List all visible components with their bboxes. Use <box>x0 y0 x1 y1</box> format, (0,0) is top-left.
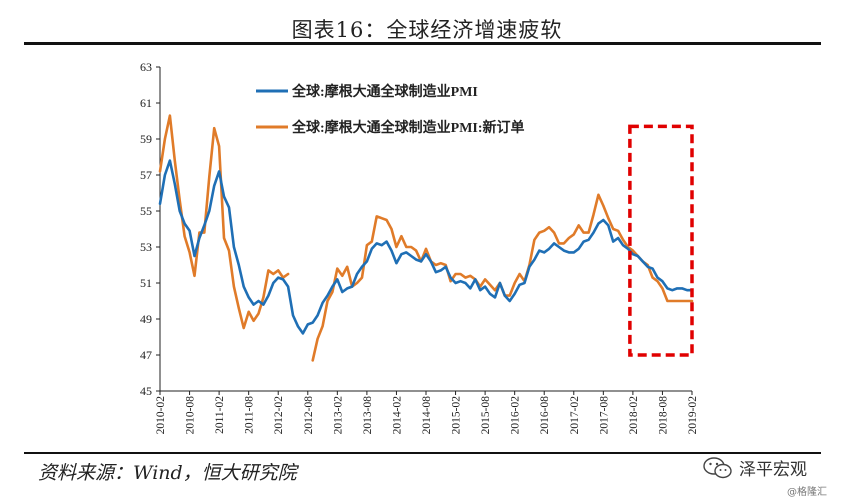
x-tick-label: 2019-02 <box>687 396 699 435</box>
x-tick-label: 2014-08 <box>421 396 433 435</box>
watermark-sub: @格隆汇 <box>787 487 827 498</box>
y-tick-label: 45 <box>140 384 152 398</box>
watermark-text: 泽平宏观 <box>739 460 807 480</box>
x-tick-label: 2011-08 <box>244 396 256 434</box>
x-tick-label: 2014-02 <box>391 396 403 435</box>
x-tick-label: 2015-08 <box>480 396 492 435</box>
x-tick-label: 2017-08 <box>598 396 610 435</box>
top-rule <box>24 42 821 45</box>
legend-label: 全球:摩根大通全球制造业PMI:新订单 <box>291 119 525 136</box>
y-tick-label: 49 <box>140 312 152 326</box>
chart-title: 图表16：全球经济增速疲软 <box>291 18 563 42</box>
y-tick-label: 47 <box>140 348 152 362</box>
x-tick-label: 2015-02 <box>451 396 463 435</box>
bottom-rule <box>24 452 821 454</box>
highlight-box <box>628 124 694 357</box>
y-tick-label: 61 <box>140 96 152 110</box>
x-tick-label: 2012-08 <box>303 396 315 435</box>
wechat-icon <box>703 456 732 478</box>
y-tick-label: 59 <box>140 132 152 146</box>
y-tick-label: 57 <box>140 168 152 182</box>
x-tick-label: 2017-02 <box>569 396 581 435</box>
y-tick-label: 55 <box>140 204 152 218</box>
x-tick-label: 2018-02 <box>628 396 640 435</box>
legend-label: 全球:摩根大通全球制造业PMI <box>291 83 478 100</box>
series-line-pmi <box>158 159 694 335</box>
y-tick-label: 63 <box>140 60 152 74</box>
x-tick-label: 2018-08 <box>657 396 669 435</box>
x-tick-label: 2016-02 <box>510 396 522 435</box>
x-tick-label: 2010-02 <box>155 396 167 435</box>
series-line-new-orders <box>311 193 694 362</box>
y-tick-label: 53 <box>140 240 152 254</box>
y-tick-label: 51 <box>140 276 152 290</box>
x-tick-label: 2011-02 <box>214 396 226 434</box>
x-tick-label: 2013-02 <box>332 396 344 435</box>
watermark: 泽平宏观 <box>703 455 807 480</box>
x-tick-label: 2010-08 <box>185 396 197 435</box>
x-tick-label: 2016-08 <box>539 396 551 435</box>
source-note: 资料来源：Wind，恒大研究院 <box>38 462 297 484</box>
chart-canvas: 45 47 49 51 53 55 57 59 61 63 2010-02 2010-08 2011-… <box>140 60 699 435</box>
x-tick-label: 2013-08 <box>362 396 374 435</box>
x-tick-label: 2012-02 <box>273 396 285 435</box>
